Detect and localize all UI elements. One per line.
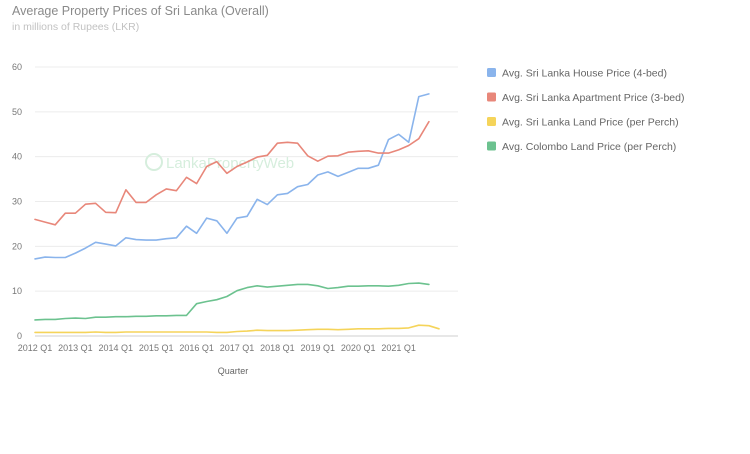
series-lines <box>34 93 440 334</box>
y-axis-ticks: 0 10 20 30 40 50 60 <box>12 62 22 341</box>
legend-label: Avg. Colombo Land Price (per Perch) <box>502 141 676 153</box>
series-line-3 <box>34 324 440 334</box>
watermark: LankaPropertyWeb <box>145 153 294 172</box>
legend-label: Avg. Sri Lanka Apartment Price (3-bed) <box>502 92 684 104</box>
y-tick-label: 20 <box>12 241 22 251</box>
legend-label: Avg. Sri Lanka Land Price (per Perch) <box>502 117 679 129</box>
watermark-text: LankaPropertyWeb <box>166 155 294 172</box>
legend-swatch <box>487 68 496 77</box>
x-tick-label: 2017 Q1 <box>220 343 255 353</box>
x-tick-label: 2012 Q1 <box>18 343 53 353</box>
y-tick-label: 0 <box>17 331 22 341</box>
y-tick-label: 50 <box>12 107 22 117</box>
legend-swatch <box>487 92 496 102</box>
chart-subtitle: in millions of Rupees (LKR) <box>12 21 140 33</box>
x-axis-ticks: 2012 Q1 2013 Q1 2014 Q1 2015 Q1 2016 Q1 2017 … <box>18 343 416 353</box>
y-tick-label: 40 <box>12 152 22 162</box>
series-line-2 <box>34 120 430 226</box>
x-tick-label: 2020 Q1 <box>341 343 376 353</box>
gridlines <box>35 66 458 337</box>
y-tick-label: 60 <box>12 62 22 72</box>
legend: Avg. Sri Lanka House Price (4-bed) Avg. S… <box>487 68 684 153</box>
watermark-logo-icon <box>145 153 163 171</box>
x-tick-label: 2015 Q1 <box>139 343 174 353</box>
y-tick-label: 30 <box>12 197 22 207</box>
x-tick-label: 2016 Q1 <box>179 343 214 353</box>
x-tick-label: 2013 Q1 <box>58 343 93 353</box>
y-tick-label: 10 <box>12 286 22 296</box>
series-line-1 <box>34 93 430 260</box>
legend-swatch <box>487 141 496 151</box>
chart-title: Average Property Prices of Sri Lanka (Ov… <box>12 4 269 18</box>
series-line-4 <box>34 282 430 321</box>
x-tick-label: 2019 Q1 <box>301 343 336 353</box>
legend-label: Avg. Sri Lanka House Price (4-bed) <box>502 68 667 80</box>
x-tick-label: 2014 Q1 <box>99 343 134 353</box>
x-tick-label: 2021 Q1 <box>381 343 416 353</box>
x-tick-label: 2018 Q1 <box>260 343 295 353</box>
x-axis-label: Quarter <box>218 366 249 376</box>
legend-swatch <box>487 117 496 126</box>
